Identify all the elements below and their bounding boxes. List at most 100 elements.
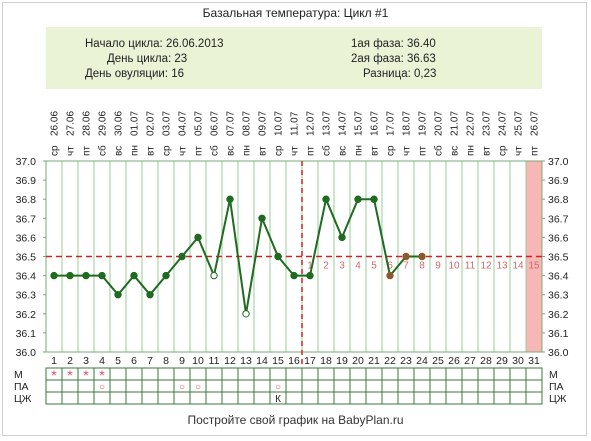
marker-symbol: * — [51, 367, 57, 383]
marker-cell — [525, 391, 543, 405]
weekday-label: чт — [178, 146, 189, 156]
x-date-label: ср 10.07 — [274, 111, 285, 156]
chart-frame — [2, 2, 587, 436]
marker-cell — [477, 391, 495, 405]
temperature-point — [242, 310, 250, 318]
marker-cell — [157, 367, 175, 381]
weekday-label: сб — [321, 145, 333, 156]
y-tick-label-right: 36.0 — [548, 347, 569, 359]
x-date-label: пн 01.07 — [130, 111, 141, 156]
weekday-label: вс — [450, 146, 461, 156]
marker-cell — [77, 391, 95, 405]
row-label-left: ПА — [14, 381, 29, 393]
temperature-point — [274, 252, 282, 261]
phase2-day-number: 2 — [323, 261, 329, 272]
marker-cell — [333, 391, 351, 405]
phase2-day-number: 15 — [528, 261, 540, 272]
marker-cell — [317, 379, 335, 393]
x-date-label: вс 30.06 — [114, 111, 125, 156]
marker-cell — [381, 391, 399, 405]
marker-cell — [125, 379, 143, 393]
marker-cell — [253, 379, 271, 393]
marker-cell — [157, 379, 175, 393]
marker-cell — [349, 379, 367, 393]
marker-cell — [365, 379, 383, 393]
x-date-label: сб 13.07 — [321, 111, 333, 156]
day-number-label: 8 — [163, 355, 169, 367]
day-number-label: 28 — [480, 355, 492, 367]
weekday-label: чт — [66, 146, 77, 156]
day-number-label: 15 — [272, 355, 284, 367]
day-number-label: 3 — [83, 355, 89, 367]
y-tick-label-left: 36.2 — [16, 309, 37, 321]
marker-symbol: К — [275, 394, 281, 405]
x-date-label: чт 18.07 — [402, 111, 413, 156]
marker-cell — [397, 391, 415, 405]
day-number-label: 20 — [352, 355, 364, 367]
date-label: 21.07 — [450, 111, 461, 136]
date-label: 24.07 — [498, 111, 509, 136]
date-label: 10.07 — [274, 111, 285, 136]
weekday-label: сб — [433, 145, 445, 156]
phase2-day-number: 13 — [496, 261, 508, 272]
y-tick-label-left: 36.6 — [16, 232, 37, 244]
marker-cell — [317, 391, 335, 405]
marker-cell — [285, 367, 303, 381]
y-tick-label-left: 36.8 — [16, 194, 37, 206]
marker-cell — [445, 367, 463, 381]
cycle-info-panel: Начало цикла: 26.06.2013 День цикла: 23 … — [46, 27, 542, 89]
y-tick-label-left: 36.5 — [16, 252, 37, 264]
x-date-label: сб 06.07 — [209, 111, 221, 156]
moon-icon — [210, 164, 217, 178]
temperature-point — [226, 195, 234, 203]
marker-cell — [189, 367, 207, 381]
footer-link-text[interactable]: Постройте свой график на BabyPlan.ru — [187, 413, 404, 427]
day-number-label: 13 — [240, 355, 252, 367]
marker-cell — [461, 379, 479, 393]
x-date-label: пт 05.07 — [194, 111, 205, 156]
x-date-label: сб 29.06 — [97, 111, 109, 156]
marker-cell — [109, 367, 127, 381]
x-date-label: ср 17.07 — [386, 111, 397, 156]
x-date-label: чт 27.06 — [66, 111, 77, 156]
day-number-label: 26 — [448, 355, 460, 367]
marker-cell — [445, 379, 463, 393]
phase2-avg: 2ая фаза: 36.63 — [351, 53, 436, 65]
date-label: 23.07 — [482, 111, 493, 136]
date-label: 26.07 — [530, 111, 541, 136]
weekday-label: чт — [290, 146, 301, 156]
day-number-label: 12 — [224, 355, 236, 367]
date-label: 03.07 — [162, 111, 173, 136]
x-date-label: пн 08.07 — [242, 111, 253, 156]
date-label: 12.07 — [306, 111, 317, 136]
phase2-day-number: 8 — [419, 261, 425, 272]
marker-cell — [141, 367, 159, 381]
date-label: 20.07 — [434, 111, 445, 136]
x-date-label: вт 02.07 — [146, 111, 157, 156]
row-label-left: ЦЖ — [14, 393, 32, 405]
future-day-band — [526, 161, 542, 352]
date-label: 04.07 — [178, 111, 189, 136]
marker-cell — [285, 391, 303, 405]
temperature-point — [66, 271, 74, 280]
marker-cell — [285, 379, 303, 393]
marker-cell — [157, 391, 175, 405]
temperature-point — [290, 271, 298, 280]
temperature-point — [210, 271, 218, 280]
marker-cell — [413, 391, 431, 405]
date-label: 15.07 — [354, 111, 365, 136]
marker-cell — [109, 391, 127, 405]
marker-symbol: ○ — [195, 382, 201, 393]
row-label-right: ПА — [549, 381, 564, 393]
date-label: 19.07 — [418, 111, 429, 136]
weekday-label: вт — [482, 146, 493, 156]
day-number-label: 27 — [464, 355, 476, 367]
day-number-label: 9 — [179, 355, 185, 367]
date-label: 16.07 — [370, 111, 381, 136]
temperature-point — [354, 195, 362, 203]
date-label: 05.07 — [194, 111, 205, 136]
temperature-point — [402, 252, 410, 261]
marker-cell — [333, 367, 351, 381]
marker-symbol: * — [67, 367, 73, 383]
